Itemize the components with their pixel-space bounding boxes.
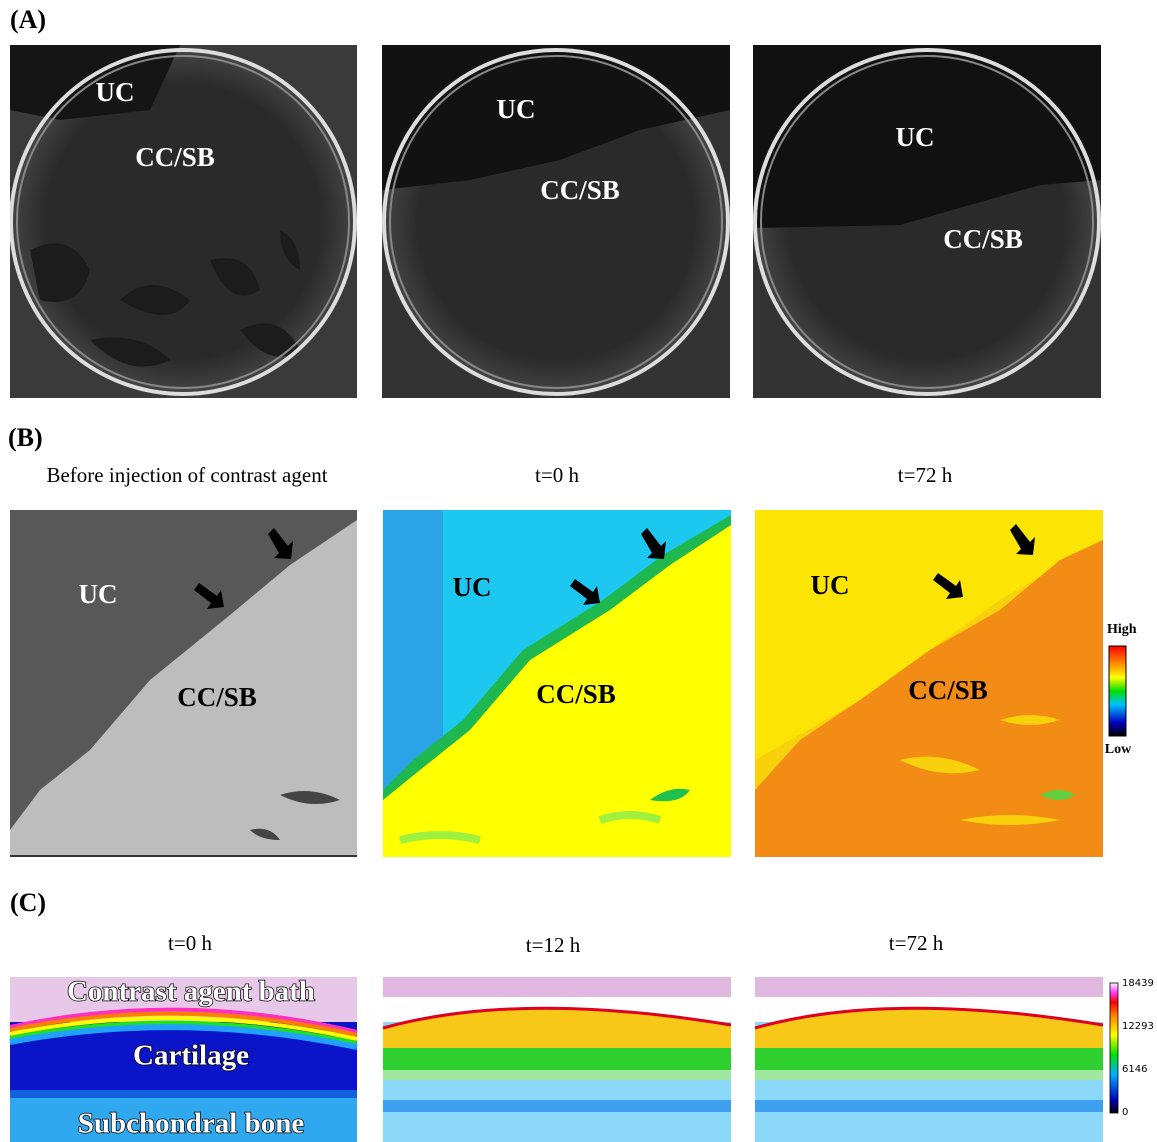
image [753, 45, 1101, 398]
region-label: CC/SB [135, 142, 215, 172]
caption: t=0 h [535, 463, 579, 487]
region-label: UC [79, 579, 118, 609]
colorbar-tick: 18439 [1122, 978, 1154, 989]
colorbar-tick: 0 [1122, 1107, 1128, 1118]
colorbar [1109, 646, 1126, 736]
colorbar-label: Low [1105, 742, 1132, 757]
figure: (A) UC CC/SB UC CC/SB UC CC/SB (B) Befor… [0, 0, 1157, 1142]
region-label: UC [96, 77, 135, 107]
region-label: Subchondral bone [78, 1108, 305, 1140]
panel-label: (B) [8, 423, 43, 452]
region-label: CC/SB [943, 224, 1023, 254]
region-label: CC/SB [908, 675, 988, 705]
caption: t=0 h [168, 931, 212, 955]
colorbar-tick: 6146 [1122, 1064, 1147, 1075]
region-label: Contrast agent bath [67, 976, 315, 1008]
image [10, 45, 357, 398]
region-label: CC/SB [540, 175, 620, 205]
region-label: CC/SB [536, 679, 616, 709]
panel-label: (A) [10, 5, 46, 34]
colorbar [1110, 983, 1118, 1113]
image [382, 45, 730, 398]
image [383, 977, 731, 1142]
caption: t=12 h [526, 933, 581, 957]
caption: Before injection of contrast agent [46, 463, 327, 487]
caption: t=72 h [898, 463, 953, 487]
region-label: CC/SB [177, 682, 257, 712]
region-label: Cartilage [133, 1040, 249, 1072]
region-label: UC [497, 94, 536, 124]
caption: t=72 h [889, 931, 944, 955]
region-label: UC [896, 122, 935, 152]
image [755, 977, 1103, 1142]
colorbar-tick: 12293 [1122, 1021, 1154, 1032]
region-label: UC [453, 572, 492, 602]
colorbar-label: High [1107, 622, 1137, 637]
panel-label: (C) [10, 888, 46, 917]
region-label: UC [811, 570, 850, 600]
